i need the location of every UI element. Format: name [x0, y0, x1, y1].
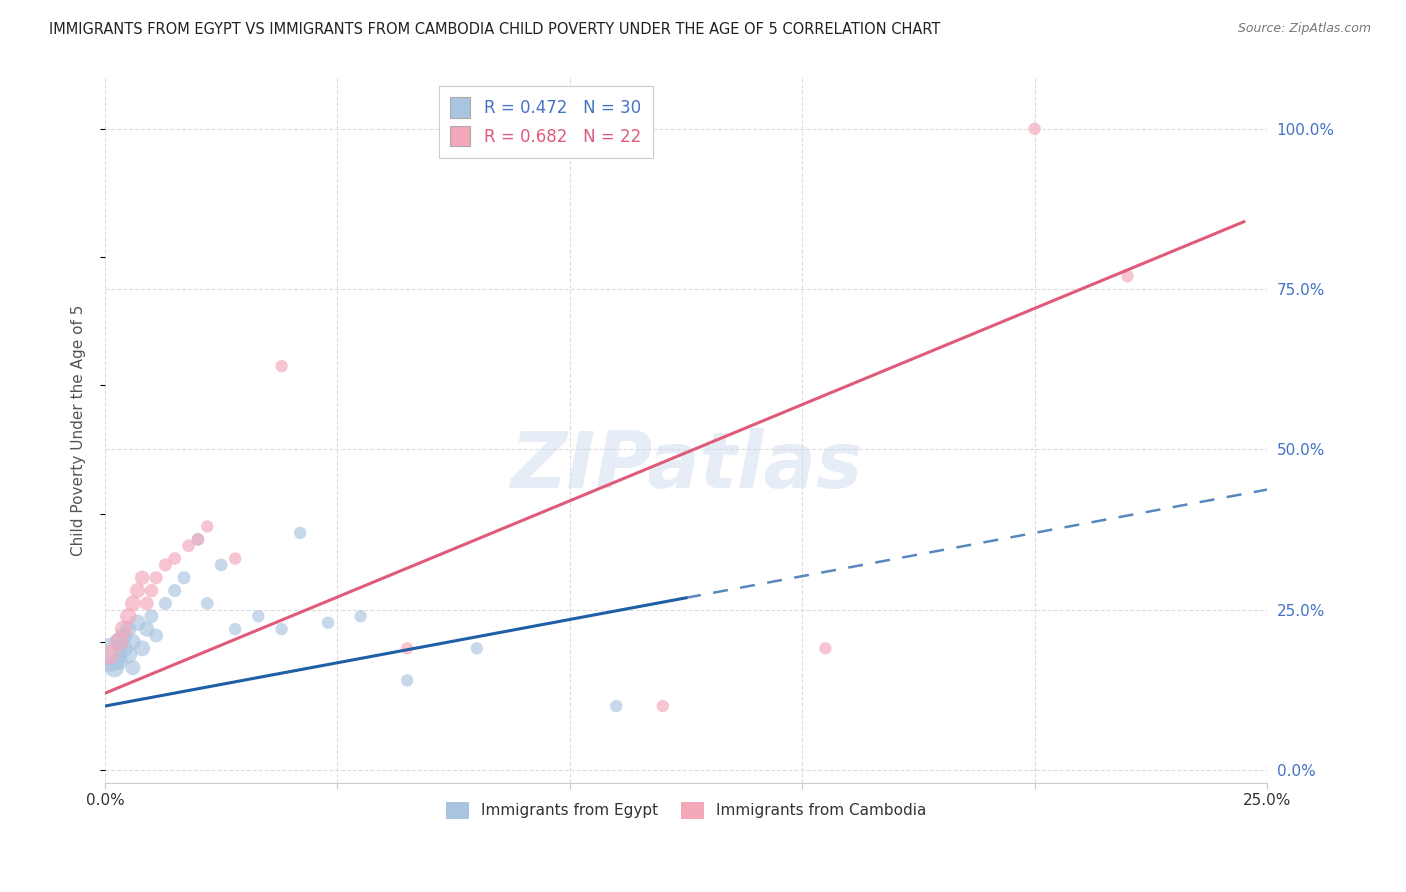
Point: [122, 596, 145, 610]
Point: [135, 596, 157, 610]
Point: [316, 615, 339, 630]
Point: [112, 628, 135, 642]
Point: [605, 699, 627, 714]
Point: [117, 609, 139, 624]
Point: [224, 622, 246, 636]
Point: [155, 596, 177, 610]
Point: [195, 596, 218, 610]
Point: [135, 622, 157, 636]
Point: [108, 635, 131, 649]
Point: [187, 533, 209, 547]
Point: [141, 583, 163, 598]
Point: [127, 615, 149, 630]
Point: [131, 641, 153, 656]
Text: IMMIGRANTS FROM EGYPT VS IMMIGRANTS FROM CAMBODIA CHILD POVERTY UNDER THE AGE OF: IMMIGRANTS FROM EGYPT VS IMMIGRANTS FROM…: [49, 22, 941, 37]
Y-axis label: Child Poverty Under the Age of 5: Child Poverty Under the Age of 5: [72, 304, 86, 556]
Point: [177, 539, 200, 553]
Point: [112, 622, 135, 636]
Point: [247, 609, 270, 624]
Point: [112, 641, 135, 656]
Point: [350, 609, 373, 624]
Point: [290, 525, 312, 540]
Point: [187, 533, 209, 547]
Legend: Immigrants from Egypt, Immigrants from Cambodia: Immigrants from Egypt, Immigrants from C…: [440, 796, 932, 825]
Point: [270, 359, 292, 373]
Point: [396, 673, 419, 688]
Point: [141, 609, 163, 624]
Text: ZIPatlas: ZIPatlas: [510, 427, 862, 503]
Point: [814, 641, 837, 656]
Point: [103, 660, 125, 674]
Point: [173, 571, 195, 585]
Point: [117, 648, 139, 662]
Text: Source: ZipAtlas.com: Source: ZipAtlas.com: [1237, 22, 1371, 36]
Point: [651, 699, 673, 714]
Point: [145, 571, 167, 585]
Point: [155, 558, 177, 572]
Point: [108, 635, 131, 649]
Point: [98, 648, 121, 662]
Point: [122, 635, 145, 649]
Point: [1024, 121, 1046, 136]
Point: [1116, 269, 1139, 284]
Point: [108, 654, 131, 668]
Point: [465, 641, 488, 656]
Point: [122, 660, 145, 674]
Point: [163, 551, 186, 566]
Point: [127, 583, 149, 598]
Point: [98, 648, 121, 662]
Point: [145, 628, 167, 642]
Point: [163, 583, 186, 598]
Point: [195, 519, 218, 533]
Point: [224, 551, 246, 566]
Point: [209, 558, 232, 572]
Point: [270, 622, 292, 636]
Point: [396, 641, 419, 656]
Point: [131, 571, 153, 585]
Point: [117, 622, 139, 636]
